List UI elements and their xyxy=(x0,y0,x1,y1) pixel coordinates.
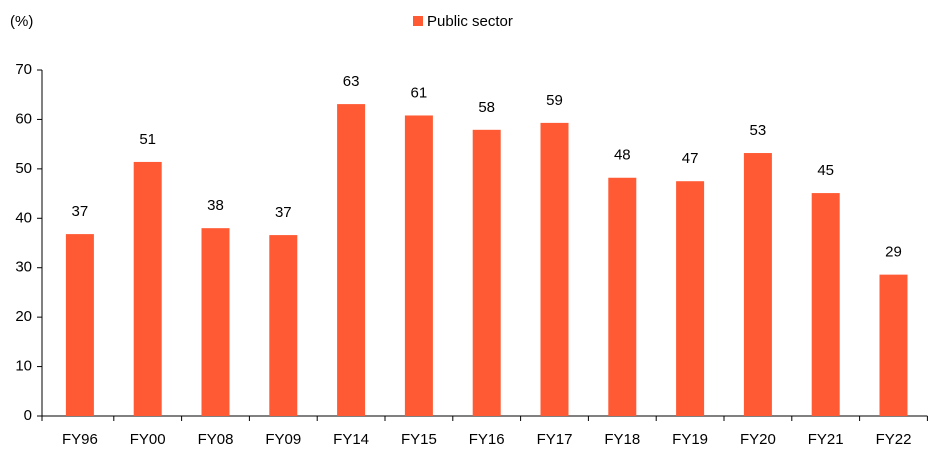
bar xyxy=(608,177,637,416)
bar xyxy=(65,234,94,416)
data-label: 47 xyxy=(682,150,699,167)
data-label: 59 xyxy=(546,92,563,109)
y-tick-label: 50 xyxy=(15,160,32,177)
data-label: 61 xyxy=(411,84,428,101)
y-axis-label: (%) xyxy=(10,13,33,30)
bar xyxy=(743,153,772,417)
data-label: 37 xyxy=(275,204,292,221)
legend-swatch xyxy=(413,16,423,26)
y-tick-label: 40 xyxy=(15,209,32,226)
y-tick-label: 60 xyxy=(15,110,32,127)
x-tick-label: FY22 xyxy=(876,431,912,448)
data-label: 37 xyxy=(72,203,89,220)
y-tick-label: 30 xyxy=(15,259,32,276)
y-tick-label: 70 xyxy=(15,61,32,78)
y-tick-label: 0 xyxy=(24,407,32,424)
bar xyxy=(133,161,162,416)
x-tick-label: FY09 xyxy=(265,431,301,448)
x-tick-label: FY16 xyxy=(469,431,505,448)
bar xyxy=(269,235,298,416)
data-label: 53 xyxy=(750,122,767,139)
data-label: 51 xyxy=(139,131,156,148)
data-label: 48 xyxy=(614,147,631,164)
bar xyxy=(540,122,569,416)
bar xyxy=(404,115,433,416)
data-label: 45 xyxy=(817,162,834,179)
x-tick-label: FY96 xyxy=(62,431,98,448)
legend-label: Public sector xyxy=(427,13,513,30)
bar xyxy=(337,104,366,416)
x-tick-label: FY20 xyxy=(740,431,776,448)
bar xyxy=(879,274,908,416)
x-tick-label: FY00 xyxy=(130,431,166,448)
x-tick-label: FY08 xyxy=(198,431,234,448)
x-tick-label: FY17 xyxy=(537,431,573,448)
x-tick-label: FY21 xyxy=(808,431,844,448)
bar xyxy=(811,193,840,416)
bar xyxy=(201,228,230,416)
data-label: 58 xyxy=(478,99,495,116)
x-tick-label: FY18 xyxy=(604,431,640,448)
data-label: 29 xyxy=(885,244,902,261)
y-tick-label: 20 xyxy=(15,308,32,325)
bar xyxy=(676,181,705,416)
x-tick-label: FY19 xyxy=(672,431,708,448)
bar xyxy=(472,129,501,416)
y-tick-label: 10 xyxy=(15,358,32,375)
x-tick-label: FY15 xyxy=(401,431,437,448)
data-label: 38 xyxy=(207,197,224,214)
x-tick-label: FY14 xyxy=(333,431,369,448)
data-label: 63 xyxy=(343,73,360,90)
